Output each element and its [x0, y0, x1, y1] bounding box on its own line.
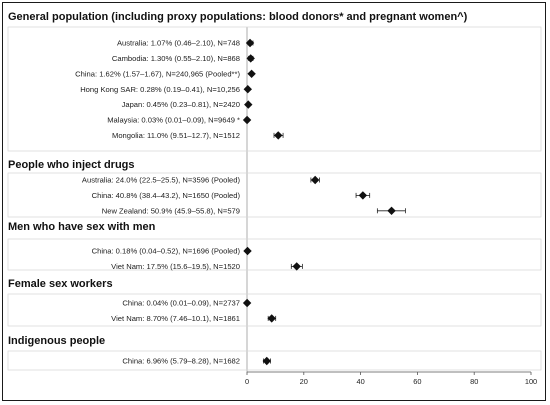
row-label: Australia: 24.0% (22.5–25.5), N=3596 (Po… [82, 176, 241, 185]
x-tick-label: 20 [300, 377, 308, 386]
group-title: General population (including proxy popu… [8, 11, 468, 23]
x-tick-label: 0 [245, 377, 249, 386]
group-panel [7, 293, 542, 327]
group-title: Men who have sex with men [8, 221, 156, 233]
x-tick-label: 40 [356, 377, 364, 386]
row-label: Cambodia: 1.30% (0.55–2.10), N=868 [112, 54, 240, 63]
group-panel [7, 350, 542, 371]
point-estimate-diamond [244, 100, 253, 109]
row-label: Mongolia: 11.0% (9.51–12.7), N=1512 [112, 131, 240, 140]
row-label: China: 6.96% (5.79–8.28), N=1682 [122, 357, 240, 366]
group-title: People who inject drugs [8, 159, 135, 171]
point-estimate-diamond [242, 298, 252, 308]
row-label: Australia: 1.07% (0.46–2.10), N=748 [117, 39, 240, 48]
group-panel [7, 238, 542, 271]
group-panel [7, 172, 542, 218]
group-title: Female sex workers [8, 278, 113, 290]
point-estimate-diamond [262, 356, 271, 366]
row-label: Hong Kong SAR: 0.28% (0.19–0.41), N=10,2… [80, 85, 240, 94]
x-tick-label: 80 [470, 377, 478, 386]
row-label: Viet Nam: 8.70% (7.46–10.1), N=1861 [111, 314, 240, 323]
point-estimate-diamond [267, 314, 276, 323]
point-estimate-diamond [242, 115, 252, 125]
point-estimate-diamond [387, 206, 396, 215]
point-estimate-diamond [247, 69, 256, 78]
x-tick-label: 100 [525, 377, 537, 386]
row-label: Viet Nam: 17.5% (15.6–19.5), N=1520 [111, 262, 240, 271]
point-estimate-diamond [274, 131, 283, 140]
group-panel [7, 26, 542, 152]
point-estimate-diamond [246, 54, 255, 63]
group-title: Indigenous people [8, 335, 105, 347]
point-estimate-diamond [245, 38, 255, 48]
figure-frame [2, 2, 546, 401]
point-estimate-diamond [243, 246, 252, 256]
point-estimate-diamond [292, 262, 301, 271]
row-label: China: 1.62% (1.57–1.67), N=240,965 (Poo… [75, 69, 240, 78]
point-estimate-diamond [358, 191, 368, 200]
row-label: New Zealand: 50.9% (45.9–55.8), N=579 [102, 206, 240, 215]
row-label: Malaysia: 0.03% (0.01–0.09), N=9649 * [107, 116, 240, 125]
row-label: China: 0.18% (0.04–0.52), N=1696 (Pooled… [92, 247, 241, 256]
point-estimate-diamond [243, 85, 252, 94]
point-estimate-diamond [310, 175, 320, 185]
row-label: China: 40.8% (38.4–43.2), N=1650 (Pooled… [92, 191, 241, 200]
row-label: Japan: 0.45% (0.23–0.81), N=2420 [122, 100, 240, 109]
x-tick-label: 60 [413, 377, 421, 386]
row-label: China: 0.04% (0.01–0.09), N=2737 [122, 299, 240, 308]
